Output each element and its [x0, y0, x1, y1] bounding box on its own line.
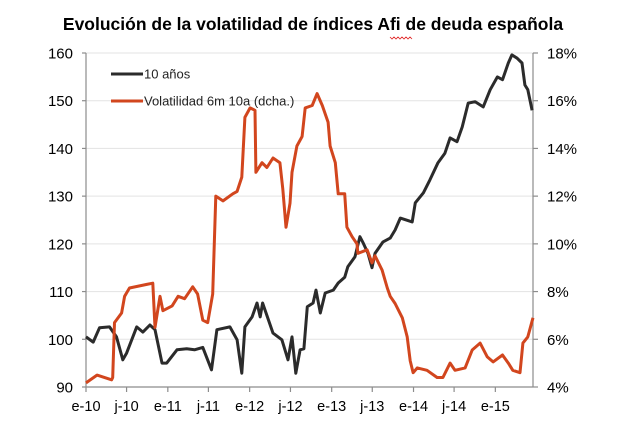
y-tick-label: 160	[48, 46, 73, 63]
y-tick-label: 90	[56, 380, 73, 397]
spellcheck-underline	[389, 36, 413, 40]
y-tick-label: 100	[48, 332, 73, 349]
gridlines	[86, 52, 533, 340]
x-tick-label: e-12	[235, 399, 264, 415]
x-tick-label: j-13	[359, 399, 384, 415]
legend-label-volatilidad: Volatilidad 6m 10a (dcha.)	[144, 94, 294, 109]
series-line-volatilidad	[85, 92, 535, 385]
x-tick-label: j-11	[196, 399, 220, 415]
y2-tick-label: 8%	[547, 284, 569, 301]
y2-tick-label: 14%	[547, 141, 577, 158]
x-tick-label: j-14	[441, 399, 466, 415]
axes: 90 4% 100 6% 110 8% 120 10% 130 12% 140 14% 150 16% 16…	[48, 46, 577, 416]
y2-tick-label: 18%	[547, 46, 577, 63]
y-tick-label: 140	[48, 141, 73, 158]
y-tick-label: 110	[49, 284, 73, 301]
x-tick-label: e-11	[154, 399, 182, 415]
x-tick-label: j-10	[113, 399, 138, 415]
legend-label-10-anos: 10 años	[144, 67, 191, 82]
x-tick-label: j-12	[277, 399, 302, 415]
y2-tick-label: 12%	[547, 189, 577, 206]
x-tick-label: e-13	[317, 399, 346, 415]
y-tick-label: 120	[48, 236, 73, 253]
legend: 10 años Volatilidad 6m 10a (dcha.)	[111, 67, 294, 109]
y2-tick-label: 4%	[547, 380, 569, 397]
series-lines	[85, 53, 535, 385]
y2-tick-label: 16%	[547, 93, 577, 110]
y2-tick-label: 6%	[547, 332, 569, 349]
chart-title: Evolución de la volatilidad de índices A…	[63, 14, 563, 34]
x-tick-label: e-10	[71, 399, 100, 415]
x-tick-label: e-15	[481, 399, 510, 415]
x-tick-label: e-14	[399, 399, 428, 415]
y-tick-label: 130	[48, 189, 73, 206]
y2-tick-label: 10%	[547, 236, 577, 253]
y-tick-label: 150	[48, 93, 73, 110]
